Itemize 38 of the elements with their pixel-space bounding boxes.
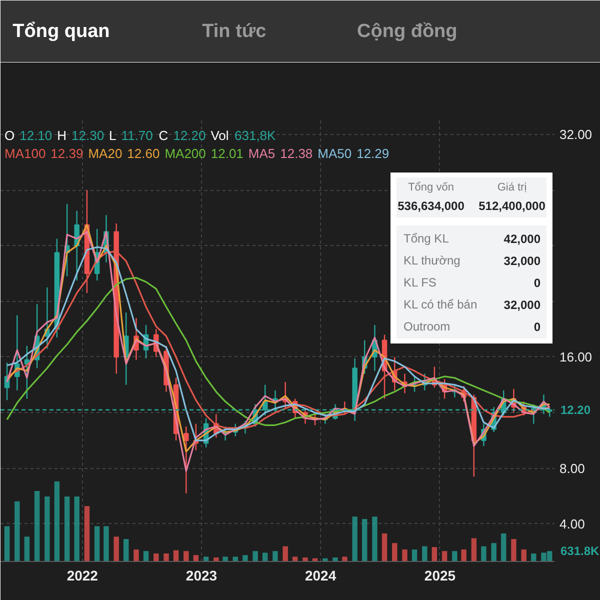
annotation: KL FS xyxy=(404,276,436,290)
text: MA100 xyxy=(4,146,46,161)
annotation: Outroom xyxy=(404,320,450,334)
annotation: KL có thể bán xyxy=(404,298,478,312)
annotation: 12.29 xyxy=(356,146,390,161)
annotation: Giá trị xyxy=(497,182,527,194)
x-tick-label: 2022 xyxy=(66,568,98,584)
annotation: 42,000 xyxy=(504,232,541,246)
annotation: Tổng KL xyxy=(404,232,450,246)
annotation: 0 xyxy=(534,320,541,334)
text: Cộng đồng xyxy=(357,21,458,42)
y-tick-label: 8.00 xyxy=(560,460,585,476)
annotation: 512,400,000 xyxy=(478,199,546,213)
annotation: 12.60 xyxy=(127,146,160,161)
annotation: 12.39 xyxy=(50,146,84,161)
text: Tổng quan xyxy=(12,21,110,42)
text: MA5 xyxy=(248,146,276,161)
annotation: 12.01 xyxy=(210,146,244,161)
y-tick-label: 16.00 xyxy=(560,350,592,364)
x-tick-label: 2025 xyxy=(424,568,456,584)
text: MA20 xyxy=(88,146,122,161)
annotation: 12.38 xyxy=(280,146,313,161)
y-tick-label: 4.00 xyxy=(560,516,585,532)
text: MA50 xyxy=(318,146,352,161)
text: 631.8K xyxy=(560,544,600,558)
annotation: Tổng vốn xyxy=(408,182,454,194)
annotation: KL thường xyxy=(404,254,460,268)
x-tick-label: 2024 xyxy=(304,568,336,584)
text: Tin tức xyxy=(202,21,267,42)
annotation: 0 xyxy=(534,276,541,290)
y-tick-label: 32.00 xyxy=(560,126,592,142)
x-tick-label: 2023 xyxy=(186,568,218,584)
text: MA200 xyxy=(164,146,206,161)
annotation: 32,000 xyxy=(504,298,541,312)
ref-line-label: 12.20 xyxy=(560,402,591,417)
annotation: 32,000 xyxy=(504,254,541,268)
annotation: 536,634,000 xyxy=(398,199,465,213)
text: O 12.10 H 12.30 L 11.70 C 12.20 Vol 631,8K xyxy=(4,128,276,143)
